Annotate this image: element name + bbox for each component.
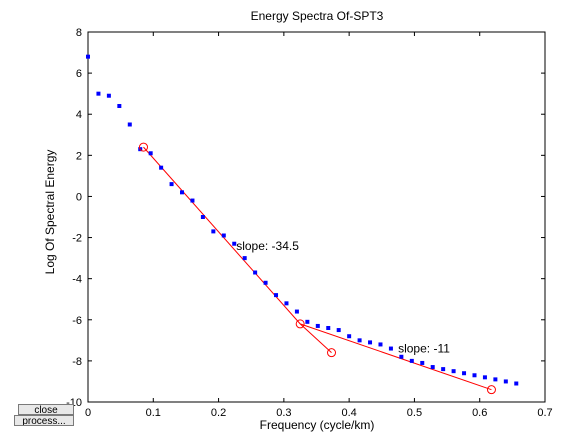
y-tick-label: 0 <box>76 191 82 203</box>
fit-marker <box>295 319 305 329</box>
data-point <box>514 381 519 386</box>
data-point <box>441 367 446 372</box>
data-point <box>503 379 508 384</box>
data-point <box>127 122 132 127</box>
data-point <box>347 334 352 339</box>
y-tick-label: -2 <box>72 233 82 245</box>
y-tick-label: -6 <box>72 315 82 327</box>
y-tick-label: 8 <box>76 27 82 39</box>
y-axis-title: Log Of Spectral Energy <box>43 150 57 275</box>
data-point <box>148 151 153 156</box>
data-point <box>451 369 456 374</box>
x-tick-label: 0.1 <box>146 407 161 419</box>
data-point <box>180 190 185 195</box>
data-layer: slope: -34.5 slope: -11 <box>86 54 519 395</box>
data-point <box>357 338 362 343</box>
data-point <box>294 309 299 314</box>
data-point <box>326 326 331 330</box>
y-tick-label: 4 <box>76 109 82 121</box>
data-point <box>253 270 258 275</box>
data-point <box>482 375 487 380</box>
data-point <box>409 358 414 363</box>
data-point <box>242 256 247 261</box>
data-point <box>399 354 404 359</box>
slope-annotation: slope: -34.5 <box>236 239 299 253</box>
fit-marker <box>138 142 148 152</box>
data-point <box>200 215 205 219</box>
data-point <box>368 340 373 345</box>
data-point <box>493 377 498 382</box>
data-point <box>232 241 237 246</box>
axes-box <box>87 31 546 403</box>
data-point <box>169 182 174 187</box>
process-button[interactable]: process... <box>14 415 74 426</box>
data-point <box>117 104 122 108</box>
data-point <box>420 360 425 365</box>
x-tick-label: 0.3 <box>276 407 291 419</box>
y-tick-label: -8 <box>72 356 82 368</box>
y-tick-label: 2 <box>76 150 82 162</box>
fit-line <box>300 323 492 391</box>
data-point <box>462 371 467 376</box>
x-tick-label: 0 <box>85 407 91 419</box>
data-point <box>472 373 477 378</box>
x-tick-label: 0.2 <box>211 407 226 419</box>
fit-marker <box>327 348 337 358</box>
data-point <box>315 323 320 328</box>
slope-annotation: slope: -11 <box>398 342 450 356</box>
data-point <box>106 93 111 98</box>
x-tick-label: 0.6 <box>472 407 487 419</box>
data-point <box>96 91 101 96</box>
x-axis-title: Frequency (cycle/km) <box>260 418 375 432</box>
data-point <box>378 342 383 347</box>
fit-marker <box>486 385 496 395</box>
data-point <box>211 229 216 234</box>
data-point <box>284 301 289 306</box>
x-tick-label: 0.4 <box>341 407 356 419</box>
x-tick-label: 0.7 <box>537 407 552 419</box>
data-point <box>221 233 226 238</box>
y-tick-label: 6 <box>76 68 82 80</box>
data-point <box>430 365 435 370</box>
data-point <box>274 293 279 298</box>
fit-line <box>299 323 332 354</box>
data-point <box>263 280 268 285</box>
chart-title: Energy Spectra Of-SPT3 <box>251 9 384 23</box>
data-point <box>388 346 393 351</box>
data-point <box>190 198 195 203</box>
data-point <box>336 328 341 333</box>
data-point <box>159 165 164 170</box>
close-button[interactable]: close <box>18 404 74 415</box>
data-point <box>86 54 90 59</box>
x-tick-label: 0.5 <box>407 407 422 419</box>
y-tick-label: -4 <box>72 274 82 286</box>
data-point <box>305 319 310 324</box>
